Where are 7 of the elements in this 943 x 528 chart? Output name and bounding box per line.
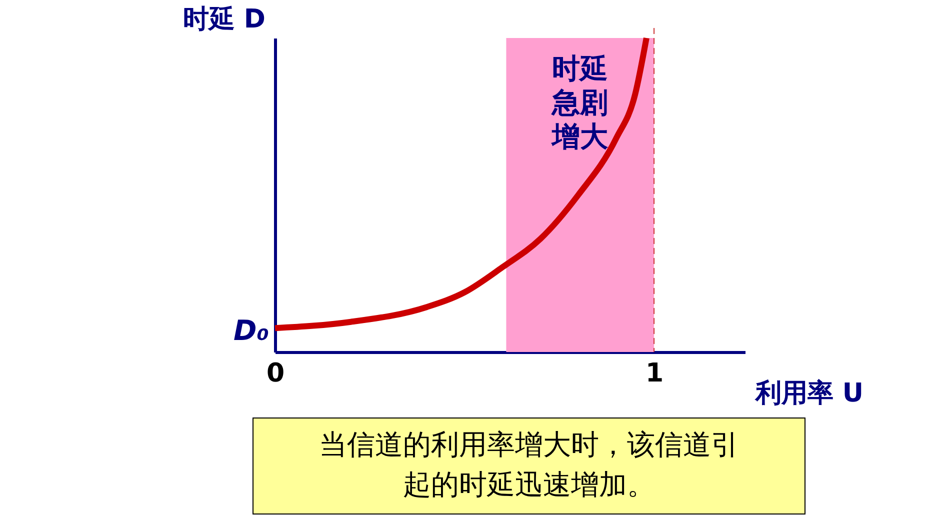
- x-axis-title: 利用率 U: [754, 378, 864, 408]
- band-label: 时延急剧增大: [550, 52, 610, 153]
- y-axis-title: 时延 D: [182, 4, 266, 34]
- text: 当信道的利用率增大时，该信道引起的时延迅速增加。: [319, 428, 739, 501]
- annotation: D₀: [233, 314, 269, 348]
- x-tick-label: 0: [266, 358, 285, 388]
- x-tick-label: 1: [645, 358, 664, 388]
